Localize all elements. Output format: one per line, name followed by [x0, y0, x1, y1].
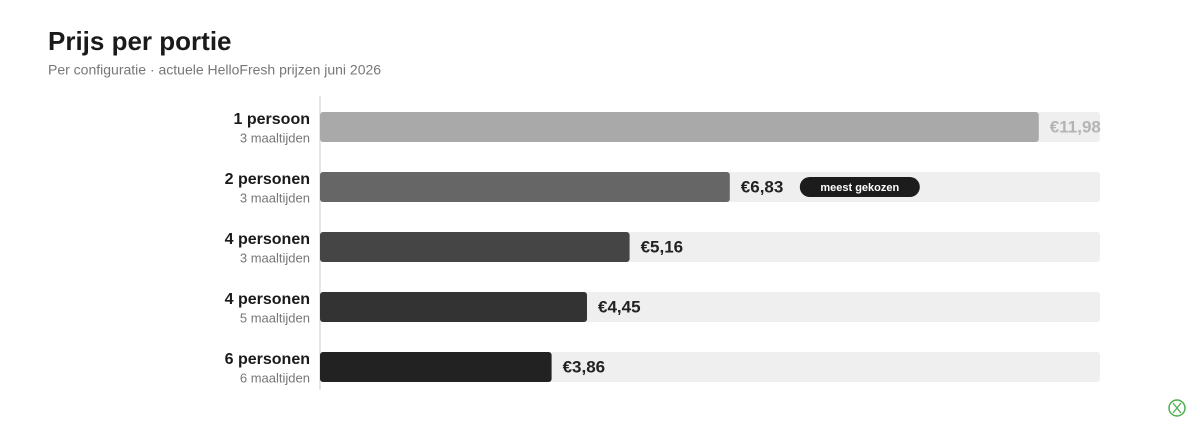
value-label: €6,83 [741, 177, 784, 196]
badge-label: meest gekozen [820, 182, 899, 194]
value-label: €11,98 [1050, 117, 1101, 136]
bar [320, 112, 1039, 142]
category-label: 4 personen [225, 231, 310, 248]
category-sublabel: 3 maaltijden [240, 190, 310, 205]
category-label: 6 personen [225, 351, 310, 368]
category-sublabel: 3 maaltijden [240, 250, 310, 265]
badge [799, 177, 920, 197]
chart-title: Prijs per portie [48, 26, 232, 56]
category-sublabel: 6 maaltijden [240, 370, 310, 385]
value-label: €5,16 [641, 237, 684, 256]
category-label: 1 persoon [234, 111, 310, 128]
bar [320, 172, 730, 202]
bar [320, 232, 630, 262]
logo [1168, 399, 1186, 417]
category-sublabel: 3 maaltijden [240, 130, 310, 145]
category-label: 2 personen [225, 171, 310, 188]
value-label: €4,45 [598, 297, 641, 316]
category-label: 4 personen [225, 291, 310, 308]
category-sublabel: 5 maaltijden [240, 310, 310, 325]
chart-subtitle: Per configuratie · actuele HelloFresh pr… [48, 62, 381, 78]
value-label: €3,86 [563, 357, 606, 376]
bar [320, 292, 587, 322]
bar [320, 352, 552, 382]
